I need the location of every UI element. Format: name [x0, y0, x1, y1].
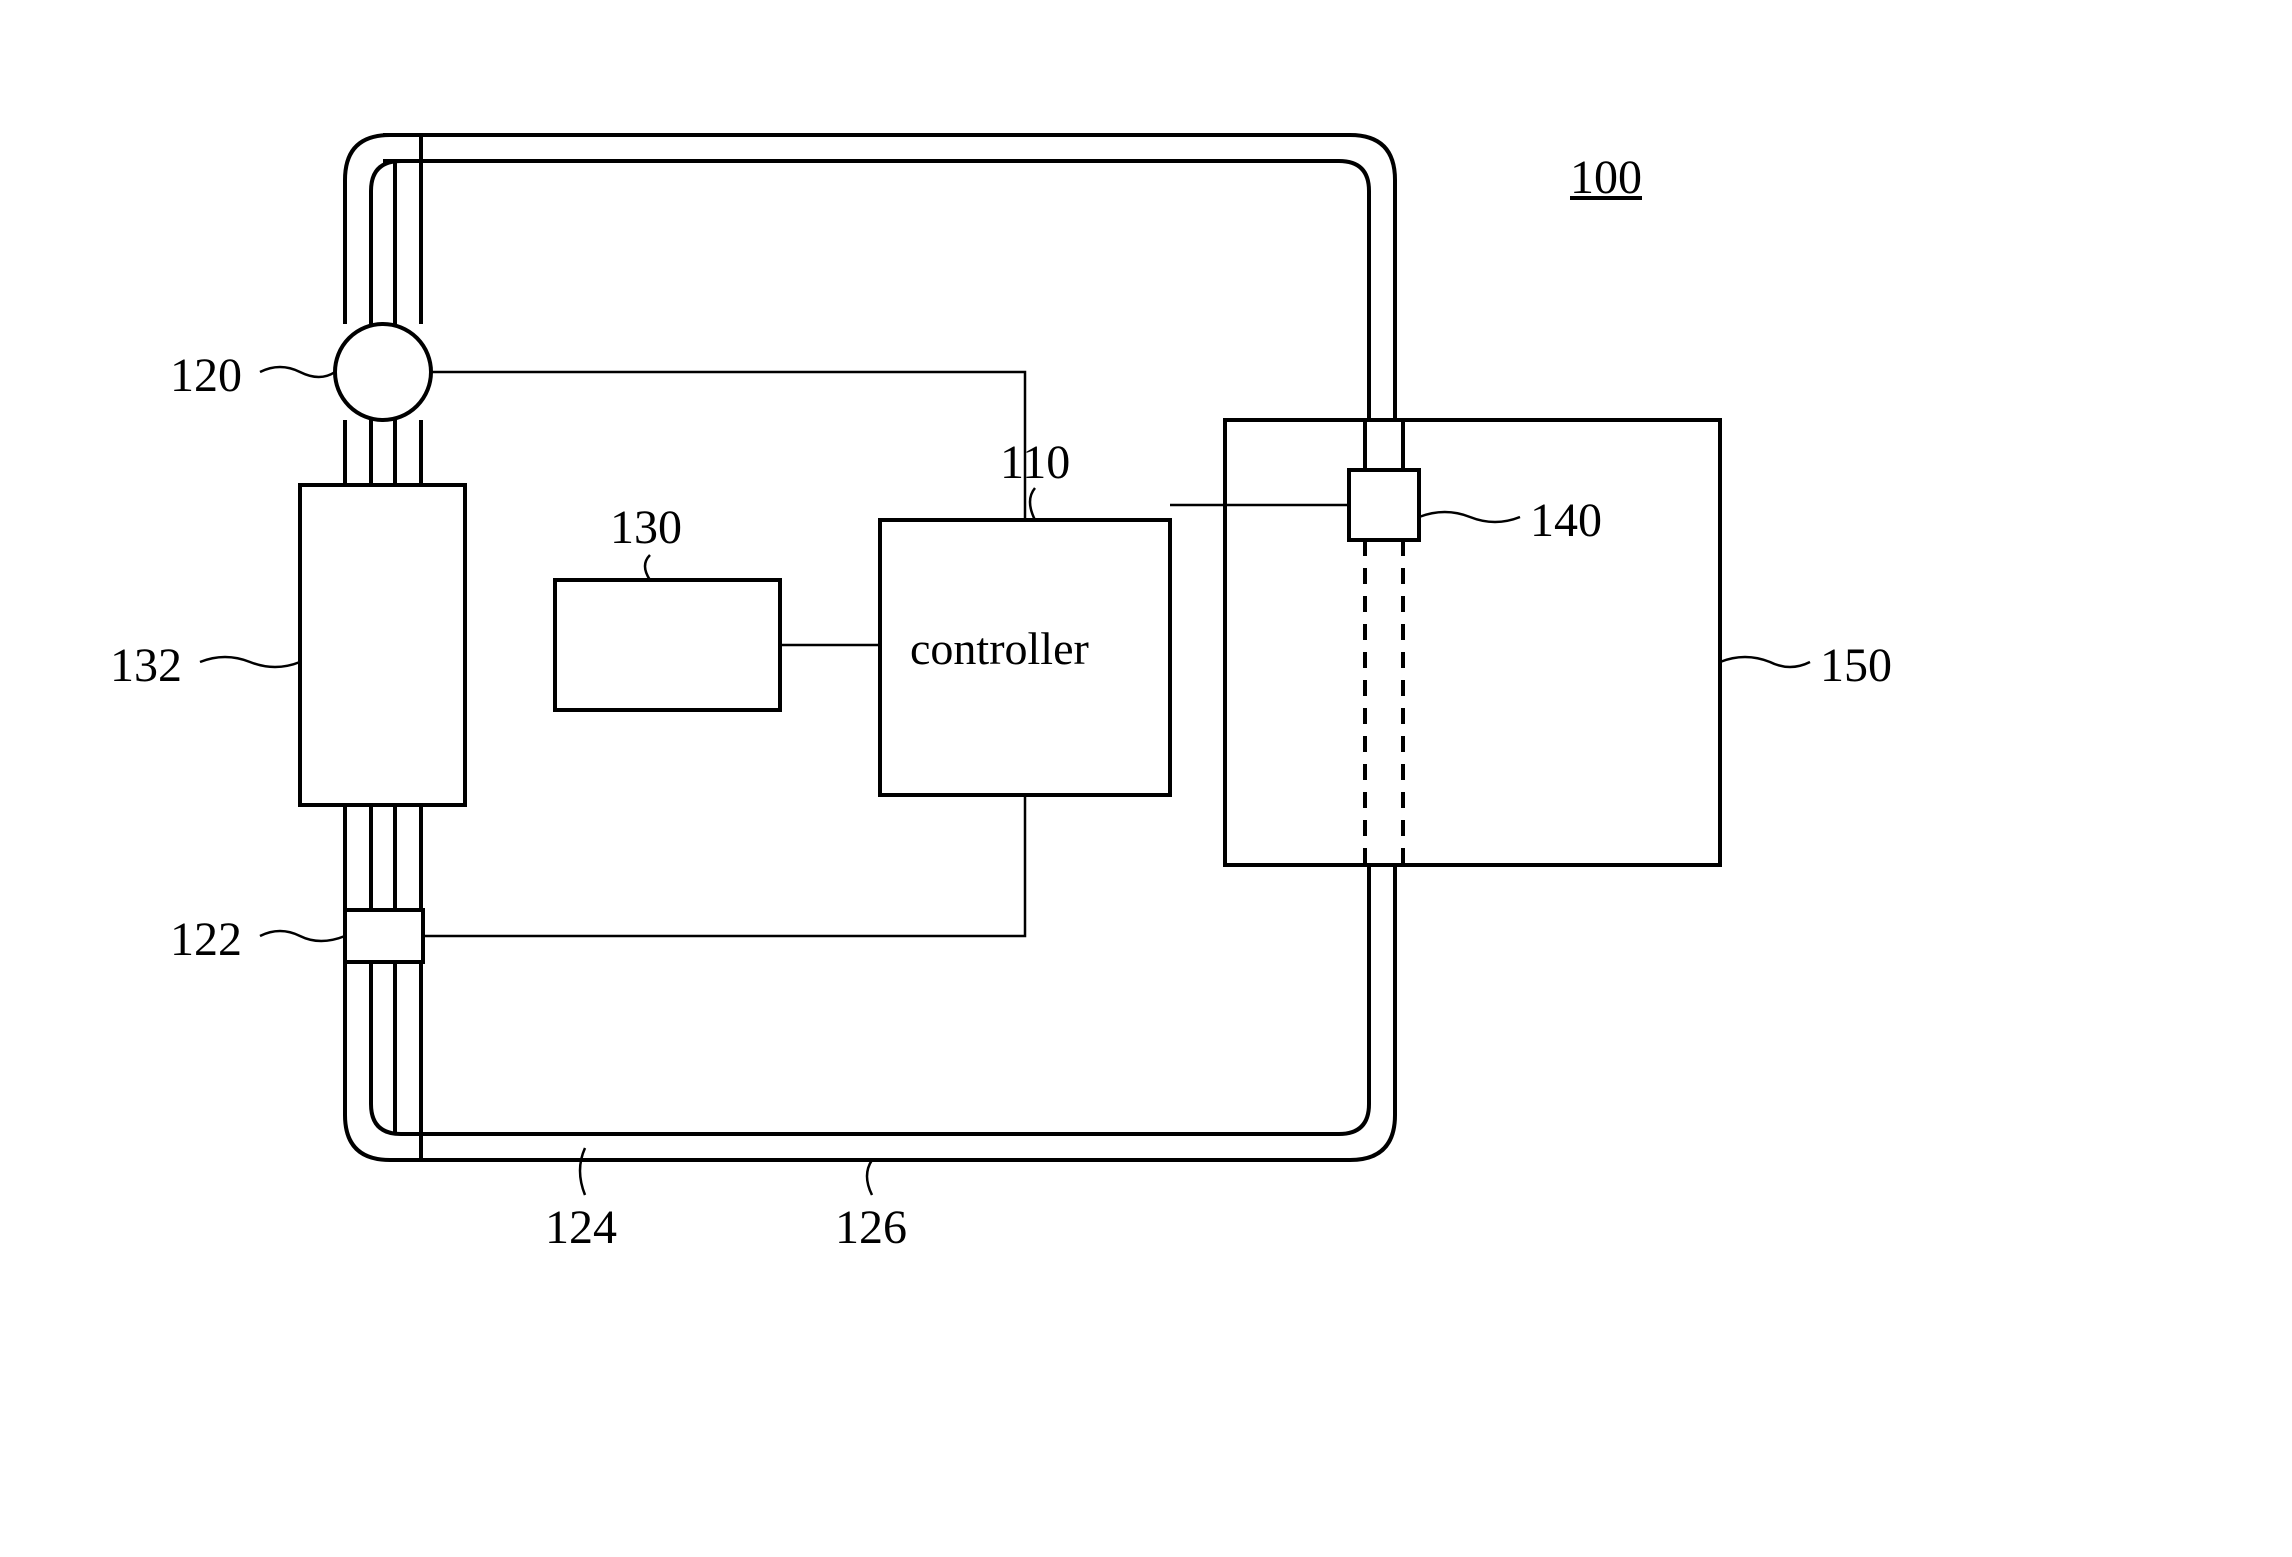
- conn-pump-controller: [431, 372, 1025, 520]
- leader-storage: [645, 555, 650, 580]
- pipe-inner-line: [371, 161, 1369, 1134]
- sensor-id-label: 140: [1530, 493, 1602, 548]
- system-id-label: 100: [1570, 150, 1642, 205]
- heat-exchanger-id-label: 132: [110, 638, 182, 693]
- controller-text-label: controller: [910, 622, 1089, 675]
- pipe-top-left: [345, 135, 401, 324]
- leader-pipe-outer: [867, 1160, 872, 1195]
- leader-pipe-inner: [580, 1148, 585, 1195]
- chamber-id-label: 150: [1820, 638, 1892, 693]
- leader-chamber: [1720, 657, 1810, 667]
- pipe-outer-line: [345, 135, 1395, 1160]
- leader-heat-exchanger: [200, 657, 300, 667]
- leader-pump: [260, 367, 335, 377]
- storage-id-label: 130: [610, 500, 682, 555]
- heat-exchanger-box: [300, 485, 465, 805]
- pipe-outer-id-label: 126: [835, 1200, 907, 1255]
- pump-id-label: 120: [170, 348, 242, 403]
- valve-id-label: 122: [170, 912, 242, 967]
- pump-symbol: [335, 324, 431, 420]
- controller-id-label: 110: [1000, 435, 1070, 490]
- block-diagram: 100 110 controller 120 122 124 126 130 1…: [0, 0, 2292, 1552]
- leader-controller: [1030, 488, 1035, 520]
- pipe-inner-id-label: 124: [545, 1200, 617, 1255]
- diagram-svg: [0, 0, 2292, 1552]
- valve-box: [345, 910, 423, 962]
- storage-box: [555, 580, 780, 710]
- leader-sensor: [1419, 512, 1520, 522]
- conn-valve-controller: [423, 795, 1025, 936]
- leader-valve: [260, 931, 345, 941]
- sensor-box: [1349, 470, 1419, 540]
- chamber-box: [1225, 420, 1720, 865]
